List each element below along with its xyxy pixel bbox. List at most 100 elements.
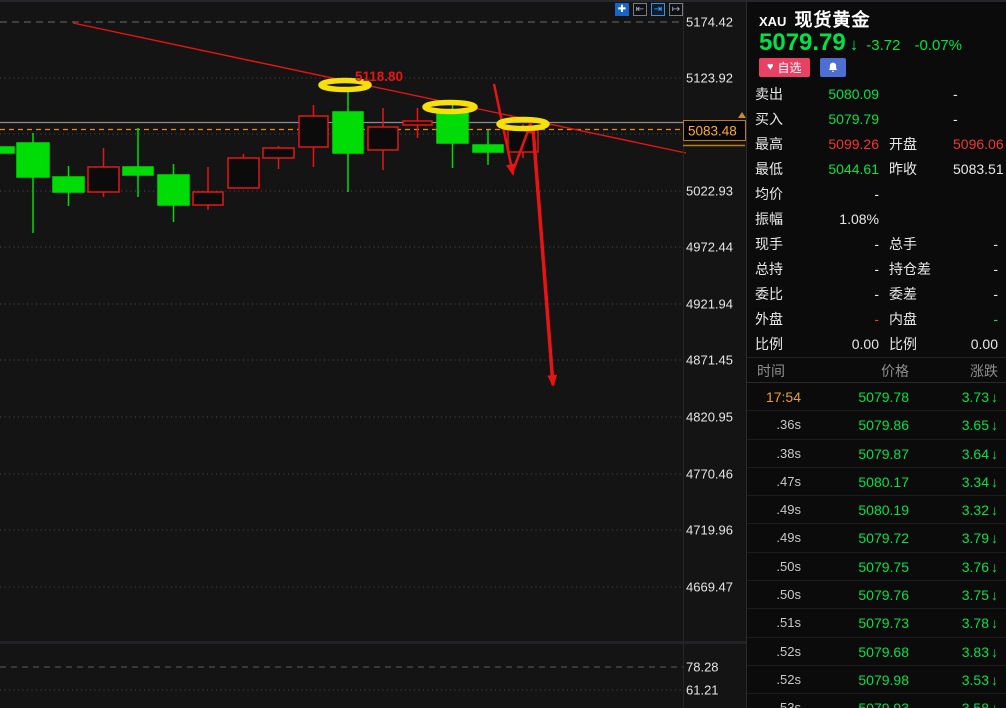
instrument-title: XAU 现货黄金 <box>759 6 870 32</box>
tape-row: .50s 5079.76 3.75 ↓ <box>747 581 1006 610</box>
quote-label: 持仓差 <box>889 261 931 277</box>
chart-toolbar: ✚ ⇤ ⇥ ↦ <box>615 3 683 16</box>
tape-price: 5080.17 <box>858 473 909 490</box>
down-arrow-icon: ↓ <box>991 389 998 405</box>
heart-icon: ♥ <box>767 61 774 73</box>
tape-price: 5079.87 <box>858 445 909 462</box>
tape-change: 3.83 ↓ <box>961 643 998 660</box>
svg-text:4669.47: 4669.47 <box>686 580 733 595</box>
svg-text:4719.96: 4719.96 <box>686 523 733 538</box>
quote-label: 昨收 <box>889 161 917 177</box>
tape-row: .52s 5079.68 3.83 ↓ <box>747 638 1006 666</box>
quote-value <box>953 207 998 232</box>
down-arrow-icon: ↓ <box>991 587 998 604</box>
quote-value: 5099.26 <box>828 136 879 152</box>
tape-change: 3.34 ↓ <box>961 473 998 490</box>
last-price: 5079.79 <box>759 29 846 56</box>
tape-time: .53s <box>776 700 801 708</box>
tape-time: 17:54 <box>765 389 801 405</box>
down-arrow-icon: ↓ <box>991 671 998 688</box>
down-arrow-icon: ↓ <box>991 558 998 575</box>
tape-time: .50s <box>776 558 801 574</box>
quote-value: - <box>874 186 879 202</box>
down-arrow-icon: ↓ <box>991 530 998 547</box>
quote-label <box>879 207 953 232</box>
tape-time: .51s <box>776 615 801 631</box>
last-price-row: 5079.79 ↓ -3.72 -0.07% <box>759 29 962 57</box>
quote-row: 外盘 - 内盘 - <box>747 307 1006 332</box>
tape-price: 5080.19 <box>858 502 909 519</box>
add-watchlist-button[interactable]: ♥ 自选 <box>759 58 810 77</box>
quote-value: - <box>874 236 879 252</box>
quote-label: 振幅 <box>755 211 783 227</box>
svg-text:5118.80: 5118.80 <box>355 69 403 84</box>
tape-change: 3.73 ↓ <box>961 389 998 405</box>
tape-price: 5079.98 <box>858 671 909 688</box>
tape-change: 3.58↓ <box>909 694 998 708</box>
quote-row: 现手 - 总手 - <box>747 232 1006 257</box>
svg-text:4820.95: 4820.95 <box>686 410 733 425</box>
quote-value: - <box>953 86 958 102</box>
quote-row: 最低 5044.61 昨收 5083.51 <box>747 157 1006 182</box>
quote-value: 1.08% <box>839 211 879 227</box>
chart-area: 5118.80 5174.42 5123.92 5022.93 4972.44 4921.… <box>0 0 746 708</box>
svg-text:4770.46: 4770.46 <box>686 467 733 482</box>
tape-price: 5079.76 <box>858 587 909 604</box>
tape-change: 3.79 ↓ <box>961 530 998 547</box>
svg-text:4921.94: 4921.94 <box>686 297 733 312</box>
tape-price: 5079.93 <box>801 694 909 708</box>
tape-change: 3.78 ↓ <box>961 615 998 632</box>
svg-text:5123.92: 5123.92 <box>686 71 733 86</box>
quote-value: - <box>993 311 998 327</box>
time-sales-table: 时间 价格 涨跌 17:54 5079.78 3.73 ↓ .36s 5079.86 3.6… <box>747 357 1006 708</box>
price-change: -3.72 <box>866 37 901 54</box>
quote-row: 最高 5099.26 开盘 5096.06 <box>747 132 1006 157</box>
quote-label: 总持 <box>755 261 783 277</box>
chart-axis-fit-icon[interactable]: ⇥ <box>651 3 665 16</box>
symbol-code: XAU <box>759 14 787 29</box>
col-change: 涨跌 <box>970 363 998 379</box>
tape-row: .49s 5079.72 3.79 ↓ <box>747 524 1006 553</box>
chart-pan-icon[interactable]: ✚ <box>615 3 629 16</box>
col-time: 时间 <box>757 363 785 379</box>
quote-row: 均价 - <box>747 182 1006 207</box>
tape-row: .52s 5079.98 3.53 ↓ <box>747 666 1006 695</box>
col-price: 价格 <box>881 363 909 379</box>
watchlist-button-label: 自选 <box>777 61 802 75</box>
quote-value: 0.00 <box>970 336 998 352</box>
chart-axis-scale-icon[interactable]: ⇤ <box>633 3 647 16</box>
down-arrow-icon: ↓ <box>991 417 998 434</box>
tape-change: 3.75 ↓ <box>961 587 998 604</box>
quote-row: 卖出 5080.09 - <box>747 82 1006 107</box>
tape-time: .47s <box>776 473 801 489</box>
tape-row: .36s 5079.86 3.65 ↓ <box>747 411 1006 440</box>
price-down-arrow: ↓ <box>849 35 859 54</box>
tape-change: 3.65 ↓ <box>961 417 998 434</box>
tape-rows: 17:54 5079.78 3.73 ↓ .36s 5079.86 3.65 ↓ .38s 507… <box>747 383 1006 708</box>
svg-text:78.28: 78.28 <box>686 660 719 675</box>
quote-value: 5044.61 <box>828 161 879 177</box>
quote-label: 最低 <box>755 161 783 177</box>
quote-value: 5096.06 <box>953 136 1004 152</box>
chart-shift-right-icon[interactable]: ↦ <box>669 3 683 16</box>
down-arrow-icon: ↓ <box>991 473 998 490</box>
quote-label: 卖出 <box>755 86 783 102</box>
quote-value: 5079.79 <box>828 111 879 127</box>
quote-panel-header: XAU 现货黄金 5079.79 ↓ -3.72 -0.07% ♥ 自选 <box>747 0 1006 82</box>
quote-value: - <box>874 261 879 277</box>
down-arrow-icon: ↓ <box>991 643 998 660</box>
quote-value: - <box>993 286 998 302</box>
tape-time: .38s <box>776 445 801 461</box>
quote-label: 外盘 <box>755 311 783 327</box>
quote-value: - <box>874 286 879 302</box>
quote-label: 委比 <box>755 286 783 302</box>
svg-text:5174.42: 5174.42 <box>686 15 733 30</box>
tape-price: 5079.68 <box>858 643 909 660</box>
tape-time: .49s <box>776 530 801 546</box>
tape-row: .38s 5079.87 3.64 ↓ <box>747 440 1006 468</box>
candlestick-chart[interactable]: 5118.80 5174.42 5123.92 5022.93 4972.44 4921.… <box>0 0 746 708</box>
quote-value: 5083.51 <box>953 161 1004 177</box>
quote-value: 5080.09 <box>828 86 879 102</box>
price-alert-button[interactable] <box>819 58 846 77</box>
tape-change: 3.32 ↓ <box>961 502 998 519</box>
